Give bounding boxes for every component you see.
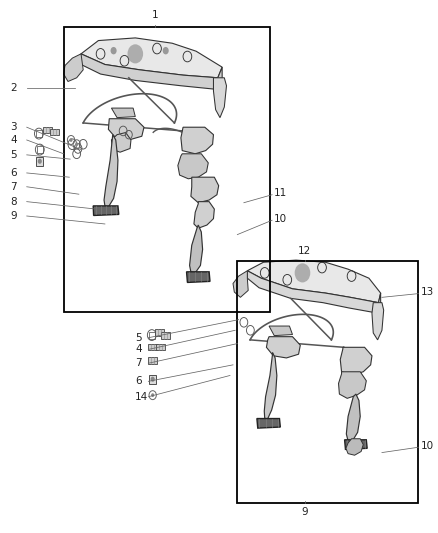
- Text: 4: 4: [135, 344, 142, 354]
- Circle shape: [127, 44, 143, 63]
- Text: 9: 9: [301, 507, 308, 517]
- Polygon shape: [81, 38, 222, 78]
- Polygon shape: [111, 133, 131, 152]
- Text: 10: 10: [274, 214, 287, 224]
- Text: 9: 9: [10, 211, 17, 221]
- Bar: [156, 344, 165, 350]
- Text: 6: 6: [10, 168, 17, 178]
- Bar: [148, 344, 157, 350]
- Polygon shape: [346, 439, 363, 455]
- Text: 5: 5: [135, 333, 142, 343]
- Polygon shape: [178, 154, 208, 179]
- Polygon shape: [111, 108, 135, 118]
- Polygon shape: [190, 225, 203, 273]
- Bar: [149, 375, 156, 384]
- Text: 4: 4: [10, 135, 17, 145]
- Circle shape: [162, 47, 169, 54]
- Polygon shape: [266, 337, 300, 358]
- Polygon shape: [339, 372, 366, 398]
- Polygon shape: [93, 206, 119, 215]
- Polygon shape: [64, 54, 83, 82]
- Circle shape: [110, 47, 117, 54]
- Polygon shape: [340, 348, 372, 375]
- Polygon shape: [104, 135, 118, 207]
- Circle shape: [38, 159, 42, 164]
- Bar: [148, 358, 157, 364]
- Text: 13: 13: [421, 287, 434, 297]
- Text: 7: 7: [10, 182, 17, 192]
- Polygon shape: [372, 303, 384, 340]
- Polygon shape: [194, 201, 214, 228]
- Text: 7: 7: [135, 358, 142, 368]
- Polygon shape: [79, 54, 222, 90]
- Bar: [237, 261, 417, 503]
- Polygon shape: [269, 326, 293, 336]
- Bar: [149, 332, 155, 338]
- Text: 8: 8: [10, 197, 17, 207]
- Bar: [43, 127, 52, 133]
- Text: 1: 1: [152, 10, 158, 20]
- Polygon shape: [191, 177, 219, 203]
- Circle shape: [151, 377, 155, 382]
- Polygon shape: [346, 394, 360, 441]
- Bar: [37, 146, 42, 153]
- Text: 2: 2: [10, 83, 17, 93]
- Polygon shape: [233, 271, 248, 297]
- Text: 3: 3: [10, 122, 17, 132]
- Polygon shape: [187, 272, 210, 282]
- Circle shape: [151, 393, 154, 397]
- Polygon shape: [247, 260, 381, 303]
- Text: 6: 6: [135, 376, 142, 386]
- Polygon shape: [264, 353, 277, 419]
- Circle shape: [70, 138, 73, 142]
- Polygon shape: [108, 119, 144, 140]
- Bar: [36, 130, 42, 137]
- Bar: [161, 333, 170, 339]
- Text: 11: 11: [274, 188, 287, 198]
- Text: 5: 5: [10, 150, 17, 160]
- Text: 14: 14: [135, 392, 148, 402]
- Text: 12: 12: [298, 246, 311, 256]
- Bar: [50, 129, 59, 135]
- Text: 10: 10: [421, 441, 434, 451]
- Polygon shape: [213, 78, 226, 118]
- Polygon shape: [257, 418, 280, 428]
- Bar: [64, 27, 270, 312]
- Polygon shape: [247, 271, 381, 313]
- Bar: [36, 157, 43, 166]
- Polygon shape: [345, 440, 367, 449]
- Bar: [155, 329, 164, 336]
- Circle shape: [75, 142, 78, 146]
- Circle shape: [295, 263, 310, 282]
- Polygon shape: [181, 127, 213, 154]
